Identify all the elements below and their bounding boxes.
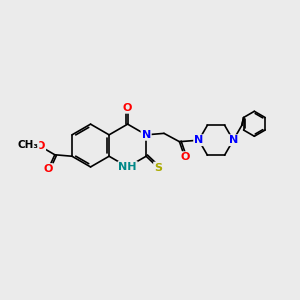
Text: N: N <box>142 130 151 140</box>
Text: O: O <box>44 164 53 174</box>
Text: O: O <box>180 152 190 162</box>
Text: O: O <box>36 141 45 152</box>
Text: N: N <box>194 135 203 145</box>
Text: O: O <box>123 103 132 113</box>
Text: S: S <box>154 163 162 172</box>
Text: N: N <box>229 135 238 145</box>
Text: CH₃: CH₃ <box>17 140 38 150</box>
Text: NH: NH <box>118 162 137 172</box>
